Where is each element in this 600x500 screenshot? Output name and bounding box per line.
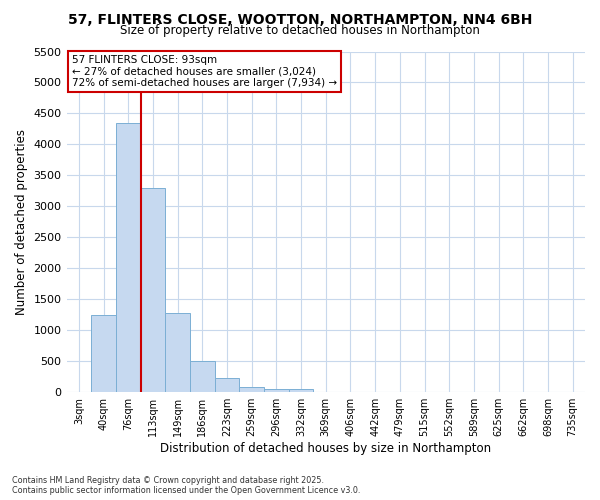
Text: 57 FLINTERS CLOSE: 93sqm
← 27% of detached houses are smaller (3,024)
72% of sem: 57 FLINTERS CLOSE: 93sqm ← 27% of detach… [72, 55, 337, 88]
Bar [239, 387, 264, 392]
Bar [140, 188, 165, 392]
Bar [91, 314, 116, 392]
Y-axis label: Number of detached properties: Number of detached properties [15, 129, 28, 315]
Text: Size of property relative to detached houses in Northampton: Size of property relative to detached ho… [120, 24, 480, 37]
Bar [165, 314, 190, 392]
Text: Contains HM Land Registry data © Crown copyright and database right 2025.
Contai: Contains HM Land Registry data © Crown c… [12, 476, 361, 495]
Bar [190, 361, 215, 392]
Bar [289, 389, 313, 392]
Bar [215, 378, 239, 392]
Text: 57, FLINTERS CLOSE, WOOTTON, NORTHAMPTON, NN4 6BH: 57, FLINTERS CLOSE, WOOTTON, NORTHAMPTON… [68, 12, 532, 26]
Bar [264, 389, 289, 392]
Bar [116, 122, 140, 392]
X-axis label: Distribution of detached houses by size in Northampton: Distribution of detached houses by size … [160, 442, 491, 455]
